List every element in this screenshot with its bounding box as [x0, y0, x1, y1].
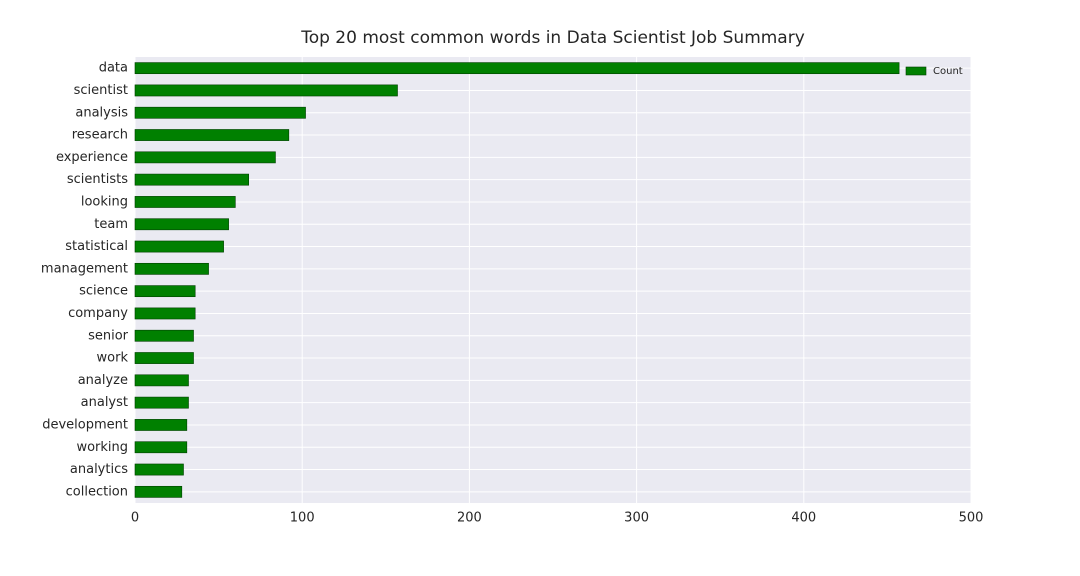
y-tick-label: analyze: [78, 373, 128, 388]
x-tick-label: 400: [791, 511, 816, 526]
y-tick-label: management: [41, 261, 128, 276]
bar: [134, 106, 306, 119]
y-tick-label: company: [68, 306, 128, 321]
bar: [134, 173, 249, 186]
y-tick-label: senior: [88, 328, 129, 343]
y-tick-label: analytics: [70, 462, 128, 477]
y-tick-label: collection: [66, 484, 128, 499]
y-tick-label: looking: [81, 194, 128, 209]
y-tick-label: research: [72, 128, 128, 143]
y-tick-label: data: [99, 61, 128, 76]
y-tick-label: scientists: [67, 172, 128, 187]
y-tick-label: experience: [56, 150, 128, 165]
y-tick-label: analysis: [75, 105, 128, 120]
y-tick-label: team: [94, 217, 128, 232]
y-tick-label: working: [76, 440, 128, 455]
bar: [134, 240, 224, 253]
bar: [134, 485, 183, 498]
y-tick-label: scientist: [74, 83, 128, 98]
bar: [134, 374, 189, 387]
legend-label: Count: [933, 66, 963, 77]
bar: [134, 84, 398, 97]
bar: [134, 463, 184, 476]
x-tick-label: 0: [131, 511, 139, 526]
bar: [134, 151, 276, 164]
bar: [134, 62, 900, 75]
bar: [134, 129, 290, 141]
bar: [134, 307, 196, 320]
bar: [134, 441, 188, 454]
y-tick-label: analyst: [81, 395, 128, 410]
bar: [134, 196, 236, 208]
legend-swatch: [905, 66, 927, 76]
x-tick-label: 200: [457, 511, 482, 526]
y-tick-label: work: [97, 351, 129, 366]
x-tick-label: 500: [959, 511, 984, 526]
bar: [134, 329, 194, 342]
bar: [134, 419, 188, 431]
bar: [134, 285, 196, 298]
bar: [134, 262, 209, 275]
bar: [134, 352, 194, 364]
y-tick-label: development: [42, 417, 128, 432]
plot-area: [135, 57, 971, 503]
x-tick-label: 100: [290, 511, 315, 526]
bar: [134, 396, 189, 409]
y-tick-label: statistical: [65, 239, 128, 254]
bar: [134, 218, 229, 231]
y-tick-label: science: [79, 284, 128, 299]
chart-title: Top 20 most common words in Data Scienti…: [300, 28, 805, 48]
x-tick-label: 300: [624, 511, 649, 526]
